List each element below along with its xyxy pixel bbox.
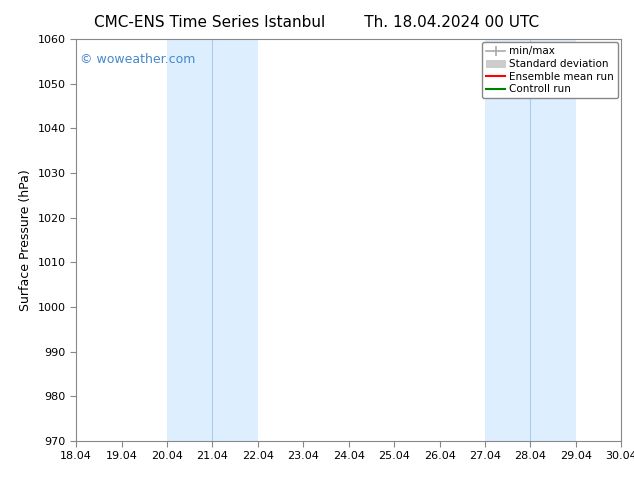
Y-axis label: Surface Pressure (hPa): Surface Pressure (hPa) — [19, 169, 32, 311]
Text: CMC-ENS Time Series Istanbul        Th. 18.04.2024 00 UTC: CMC-ENS Time Series Istanbul Th. 18.04.2… — [94, 15, 540, 30]
Bar — [485, 39, 576, 441]
Text: © woweather.com: © woweather.com — [80, 52, 195, 66]
Bar — [167, 39, 258, 441]
Legend: min/max, Standard deviation, Ensemble mean run, Controll run: min/max, Standard deviation, Ensemble me… — [482, 42, 618, 98]
